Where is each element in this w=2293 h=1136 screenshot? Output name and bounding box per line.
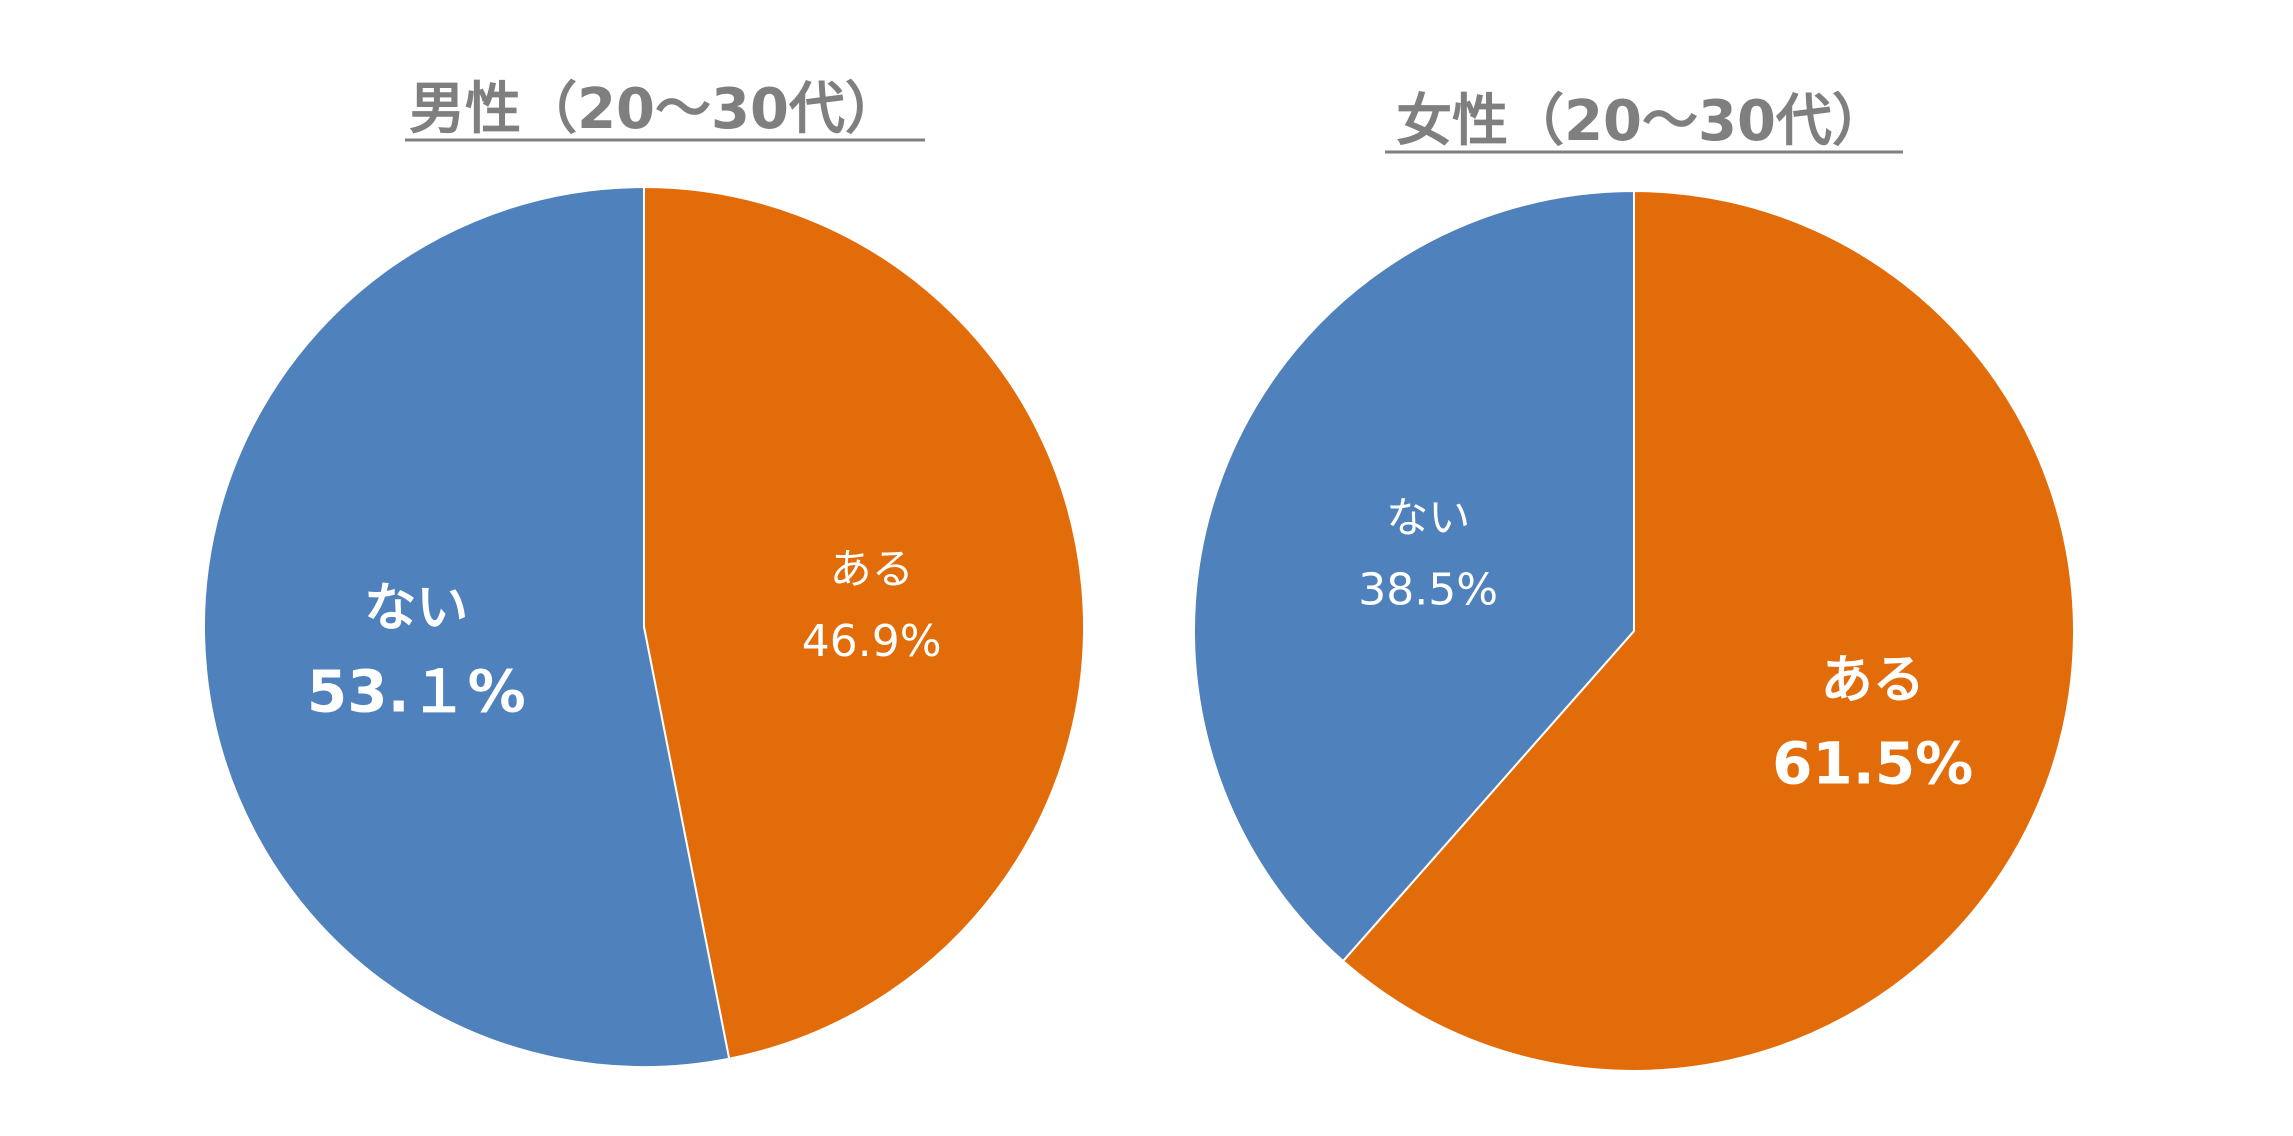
pie-slice-nai: [203, 185, 731, 1068]
slice-value-nai: 38.5%: [1358, 565, 1498, 616]
pie-slice-nai: [1193, 189, 1635, 963]
chart-title-female: 女性（20〜30代）: [1396, 89, 1888, 154]
slice-label-aru: ある: [830, 545, 914, 594]
pie-slices-male: ある 46.9% ない 53.１%: [203, 185, 1085, 1068]
slice-value-aru: 61.5%: [1772, 730, 1973, 798]
slice-label-aru: ある: [1821, 650, 1925, 710]
pie-slices-female: ある 61.5% ない 38.5%: [1193, 189, 2075, 1072]
pie-slice-aru: [643, 185, 1085, 1060]
slice-value-aru: 46.9%: [802, 616, 942, 667]
pie-chart-male: 男性（20〜30代） ある 46.9% ない 53.１%: [203, 77, 1085, 1068]
slice-label-nai: ない: [1386, 493, 1470, 542]
chart-title-male: 男性（20〜30代）: [409, 77, 901, 142]
slice-label-nai: ない: [364, 578, 468, 638]
slice-value-nai: 53.１%: [307, 658, 526, 726]
pie-slice-aru: [1341, 189, 2075, 1072]
pie-chart-female: 女性（20〜30代） ある 61.5% ない 38.5%: [1193, 89, 2075, 1072]
